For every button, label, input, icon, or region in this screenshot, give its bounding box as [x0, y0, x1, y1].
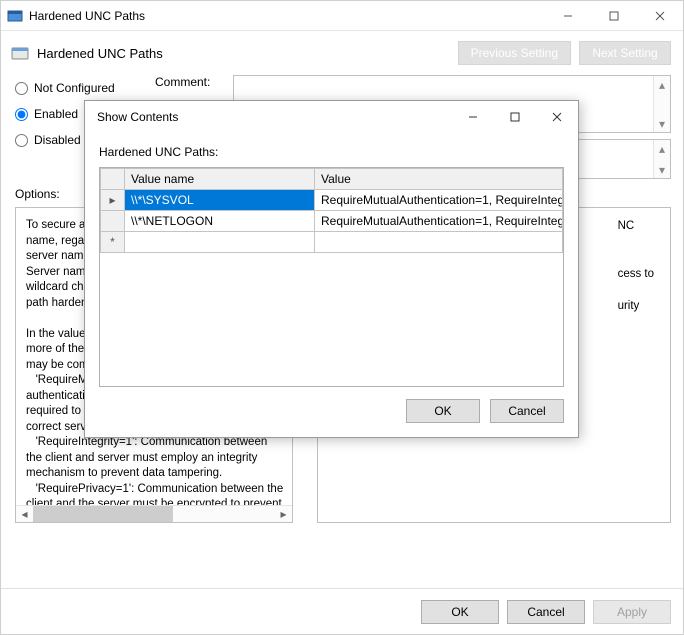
show-contents-dialog: Show Contents Hardened UNC Paths: Value …: [84, 100, 579, 438]
values-table: Value name Value ▸\\*\SYSVOLRequireMutua…: [100, 168, 563, 253]
cell-value[interactable]: [315, 232, 563, 253]
radio-enabled-label: Enabled: [34, 107, 78, 121]
new-row-indicator: *: [101, 232, 125, 253]
scroll-thumb[interactable]: [33, 506, 173, 522]
dialog-body: Hardened UNC Paths: Value name Value ▸\\…: [85, 133, 578, 387]
next-setting-button[interactable]: Next Setting: [579, 41, 671, 65]
dialog-titlebar: Show Contents: [85, 101, 578, 133]
maximize-button[interactable]: [591, 1, 637, 31]
window-controls: [545, 1, 683, 31]
comment-scrollbar[interactable]: ▴ ▾: [653, 76, 670, 132]
scroll-down-icon[interactable]: ▾: [654, 115, 670, 132]
radio-not-configured-input[interactable]: [15, 82, 28, 95]
dialog-minimize-button[interactable]: [452, 102, 494, 132]
comment-label: Comment:: [155, 75, 225, 89]
cell-value-name[interactable]: \\*\NETLOGON: [125, 211, 315, 232]
close-button[interactable]: [637, 1, 683, 31]
main-footer: OK Cancel Apply: [1, 588, 683, 634]
cancel-button[interactable]: Cancel: [507, 600, 585, 624]
row-indicator: ▸: [101, 190, 125, 211]
table-row[interactable]: \\*\NETLOGONRequireMutualAuthentication=…: [101, 211, 563, 232]
cell-value[interactable]: RequireMutualAuthentication=1, RequireIn…: [315, 211, 563, 232]
scroll-up-icon[interactable]: ▴: [654, 140, 670, 157]
cell-value[interactable]: RequireMutualAuthentication=1, RequireIn…: [315, 190, 563, 211]
minimize-button[interactable]: [545, 1, 591, 31]
rowheader-blank: [101, 169, 125, 190]
dialog-ok-button[interactable]: OK: [406, 399, 480, 423]
dialog-cancel-button[interactable]: Cancel: [490, 399, 564, 423]
header-row: Hardened UNC Paths Previous Setting Next…: [1, 31, 683, 67]
scroll-track[interactable]: [33, 506, 275, 522]
radio-not-configured[interactable]: Not Configured: [15, 81, 145, 95]
scroll-right-icon[interactable]: ▸: [275, 506, 292, 522]
scroll-up-icon[interactable]: ▴: [654, 76, 670, 93]
table-row[interactable]: ▸\\*\SYSVOLRequireMutualAuthentication=1…: [101, 190, 563, 211]
radio-enabled-input[interactable]: [15, 108, 28, 121]
app-icon: [7, 8, 23, 24]
previous-setting-button[interactable]: Previous Setting: [458, 41, 571, 65]
radio-not-configured-label: Not Configured: [34, 81, 115, 95]
dialog-close-button[interactable]: [536, 102, 578, 132]
cell-value-name[interactable]: \\*\SYSVOL: [125, 190, 315, 211]
dialog-grid-label: Hardened UNC Paths:: [99, 145, 564, 159]
window-title: Hardened UNC Paths: [29, 9, 545, 23]
values-grid[interactable]: Value name Value ▸\\*\SYSVOLRequireMutua…: [99, 167, 564, 387]
scroll-down-icon[interactable]: ▾: [654, 161, 670, 178]
radio-disabled-input[interactable]: [15, 134, 28, 147]
row-indicator: [101, 211, 125, 232]
dialog-maximize-button[interactable]: [494, 102, 536, 132]
table-new-row[interactable]: *: [101, 232, 563, 253]
supported-scrollbar[interactable]: ▴ ▾: [653, 140, 670, 178]
col-value-name[interactable]: Value name: [125, 169, 315, 190]
scroll-left-icon[interactable]: ◂: [16, 506, 33, 522]
policy-icon: [11, 44, 29, 62]
apply-button[interactable]: Apply: [593, 600, 671, 624]
dialog-title: Show Contents: [91, 110, 452, 124]
ok-button[interactable]: OK: [421, 600, 499, 624]
options-hscroll[interactable]: ◂ ▸: [16, 505, 292, 522]
main-titlebar: Hardened UNC Paths: [1, 1, 683, 31]
dialog-footer: OK Cancel: [85, 387, 578, 423]
col-value[interactable]: Value: [315, 169, 563, 190]
dialog-window-controls: [452, 102, 578, 132]
policy-title: Hardened UNC Paths: [37, 46, 450, 61]
cell-value-name[interactable]: [125, 232, 315, 253]
radio-disabled-label: Disabled: [34, 133, 81, 147]
